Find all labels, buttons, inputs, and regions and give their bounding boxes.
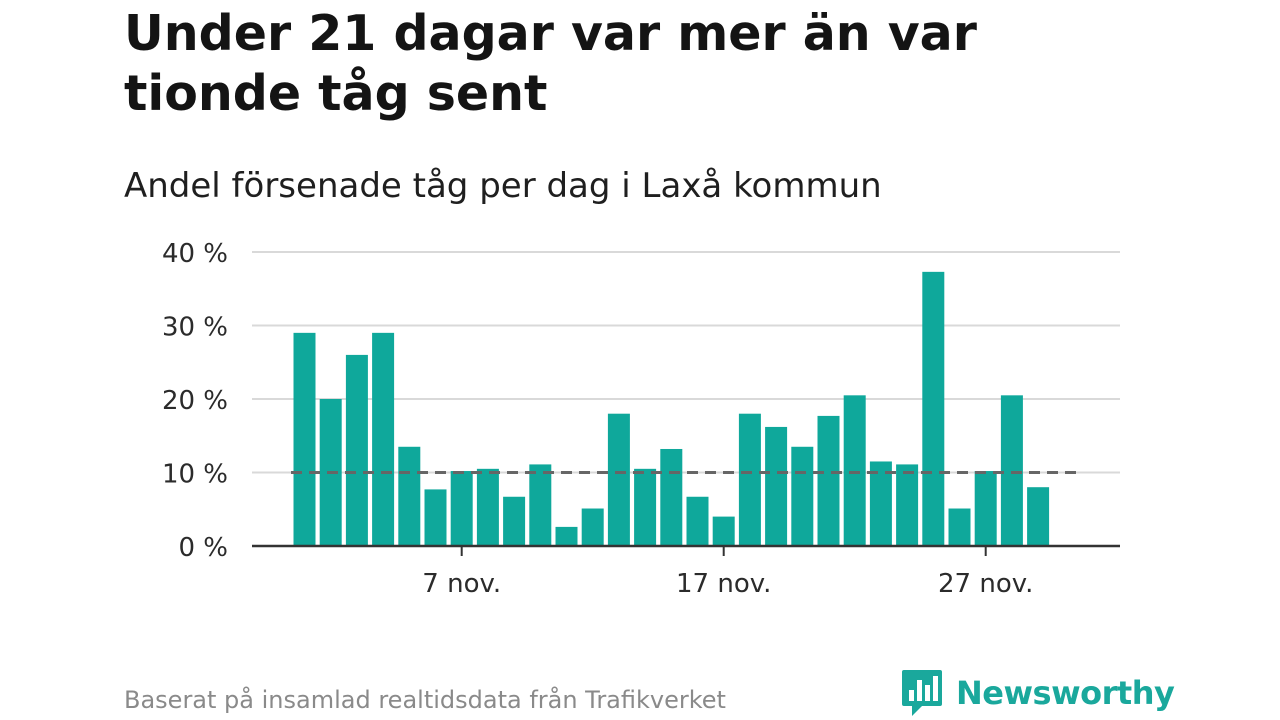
bar [634,468,657,546]
y-tick-label: 40 % [162,239,228,269]
bar [581,508,604,546]
bar [869,461,892,546]
brand-name: Newsworthy [956,674,1175,712]
bar [896,464,919,546]
brand-logo: Newsworthy [900,668,1175,718]
bar [345,354,368,546]
bar [529,464,552,546]
bar [424,489,447,546]
x-tick-label: 7 nov. [422,569,501,599]
y-tick-label: 10 % [162,460,228,490]
bar [948,508,971,546]
bar [791,446,814,546]
bar [293,332,316,546]
bar [712,516,735,546]
bar [398,446,421,546]
bar [660,448,683,546]
bar [607,413,630,546]
bar [738,413,761,546]
bar [817,415,840,546]
newsworthy-bar-chart-icon [902,670,942,716]
bar [686,496,709,546]
bar [372,332,395,546]
bar [1000,395,1023,546]
bar-chart: 0 % 10 % 20 % 30 % 40 % 7 nov. 17 nov. 27 nov. [162,239,1120,599]
bar [922,271,945,546]
y-tick-label: 0 % [178,533,228,563]
bar [450,471,473,546]
bar [765,426,788,546]
bar [476,468,499,546]
chart-title: Under 21 dagar var mer än var tionde tåg… [124,5,977,122]
bar [974,471,997,546]
bar [1027,487,1050,546]
source-note: Baserat på insamlad realtidsdata från Tr… [124,686,726,714]
y-tick-label: 30 % [162,313,228,343]
bar [503,496,526,546]
x-tick-label: 17 nov. [676,569,771,599]
bar [555,526,578,546]
bar [843,395,866,546]
x-tick-label: 27 nov. [938,569,1033,599]
y-tick-label: 20 % [162,386,228,416]
chart-subtitle: Andel försenade tåg per dag i Laxå kommu… [124,166,882,206]
